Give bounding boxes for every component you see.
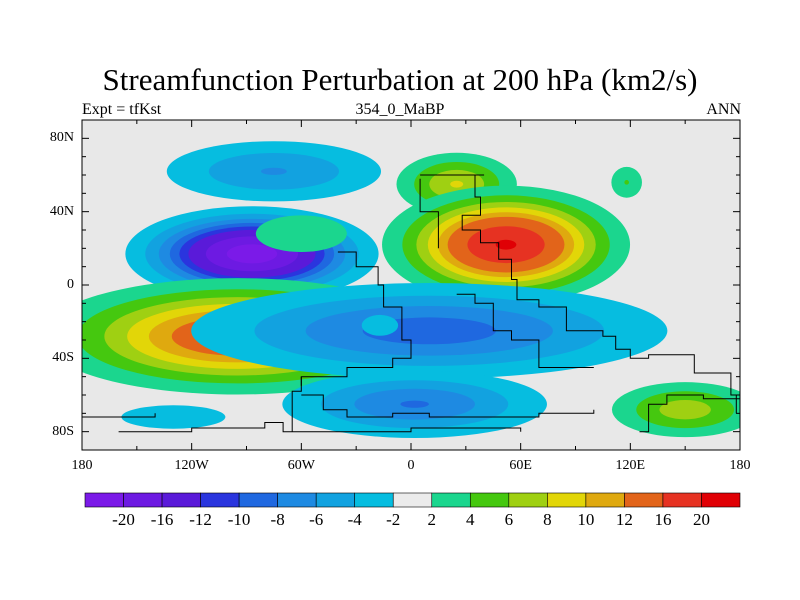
colorbar-swatch: [392, 492, 433, 508]
coastline-segment: [420, 174, 737, 414]
coastline-segment: [301, 394, 595, 418]
colorbar-swatch: [624, 492, 664, 508]
coastlines: [82, 174, 740, 433]
colorbar-level-label: 4: [466, 510, 475, 529]
contour-band-pos-equatorial-west: [255, 215, 347, 252]
colorbar-swatch: [662, 492, 702, 508]
lon-label-180e: 180: [729, 458, 751, 473]
colorbar-level-label: 6: [504, 510, 514, 529]
colorbar-level-label: -6: [309, 510, 324, 529]
colorbar-level-label: -4: [347, 510, 362, 529]
lon-label-60e: 60E: [509, 458, 532, 473]
colorbar-swatch: [585, 492, 625, 508]
colorbar-swatch: [431, 492, 471, 508]
colorbar: [84, 492, 741, 508]
contour-band-pos-southern-ocean-east: [659, 399, 711, 420]
contour-band-neg-north-pacific: [261, 167, 287, 175]
colorbar-swatch: [277, 492, 317, 508]
lat-label-40s: 40S: [52, 350, 74, 366]
colorbar-level-label: -20: [112, 510, 135, 529]
colorbar-level-label: 12: [615, 510, 633, 529]
season-label: ANN: [706, 101, 741, 118]
case-label: 354_0_MaBP: [355, 101, 445, 118]
contour-band-neg-south-atlantic-core: [361, 314, 399, 336]
lat-label-0: 0: [67, 277, 74, 292]
colorbar-level-label: -12: [189, 510, 212, 529]
contour-band-neg-southern-ocean-west: [121, 405, 226, 429]
colorbar-swatch: [701, 492, 741, 508]
lon-label-60w: 60W: [287, 458, 315, 473]
colorbar-swatch: [469, 492, 510, 508]
colorbar-swatch: [238, 492, 278, 508]
lon-label-180w: 180: [71, 458, 93, 473]
contour-band-pos-far-east: [624, 180, 629, 185]
contour-band-pos-north-africa: [450, 180, 464, 188]
colorbar-level-label: -8: [270, 510, 285, 529]
colorbar-level-label: 8: [543, 510, 552, 529]
coastline-segment: [639, 394, 740, 433]
lon-label-120e: 120E: [615, 458, 646, 473]
colorbar-swatch: [354, 492, 394, 508]
colorbar-level-label: -10: [227, 510, 251, 529]
colorbar-level-label: -16: [150, 510, 174, 529]
colorbar-level-label: 2: [427, 510, 437, 529]
colorbar-level-label: -2: [386, 510, 401, 529]
coastline-segment: [82, 413, 156, 418]
colorbar-swatch: [161, 492, 201, 508]
lon-label-120w: 120W: [174, 458, 209, 473]
colorbar-swatch: [123, 492, 163, 508]
contour-band-neg-southern-ocean: [400, 400, 429, 408]
coastline-segment: [291, 376, 302, 432]
contour-fields: [82, 141, 740, 438]
colorbar-level-label: 20: [692, 510, 710, 529]
map-ticks: [81, 120, 741, 450]
experiment-label: Expt = tfKst: [82, 101, 162, 118]
coastline-segment: [419, 178, 439, 249]
coastline-segment: [300, 251, 412, 386]
coastline-segment: [118, 422, 522, 433]
colorbar-swatch: [315, 492, 356, 508]
contour-band-pos-asia-high: [495, 239, 517, 250]
colorbar-swatch: [84, 492, 124, 508]
lat-label-80s: 80S: [52, 423, 74, 439]
colorbar-swatch: [547, 492, 587, 508]
colorbar-swatch: [200, 492, 240, 508]
colorbar-level-label: 10: [577, 510, 595, 529]
lat-label-80n: 80N: [49, 130, 74, 146]
lat-label-40n: 40N: [49, 203, 74, 219]
colorbar-swatch: [508, 492, 548, 508]
contour-band-neg-central-pacific-low: [226, 244, 278, 264]
coastline-segment: [456, 293, 594, 368]
lon-label-0: 0: [407, 458, 415, 473]
colorbar-level-label: 16: [654, 510, 672, 529]
plot-title: Streamfunction Perturbation at 200 hPa (…: [102, 62, 698, 97]
